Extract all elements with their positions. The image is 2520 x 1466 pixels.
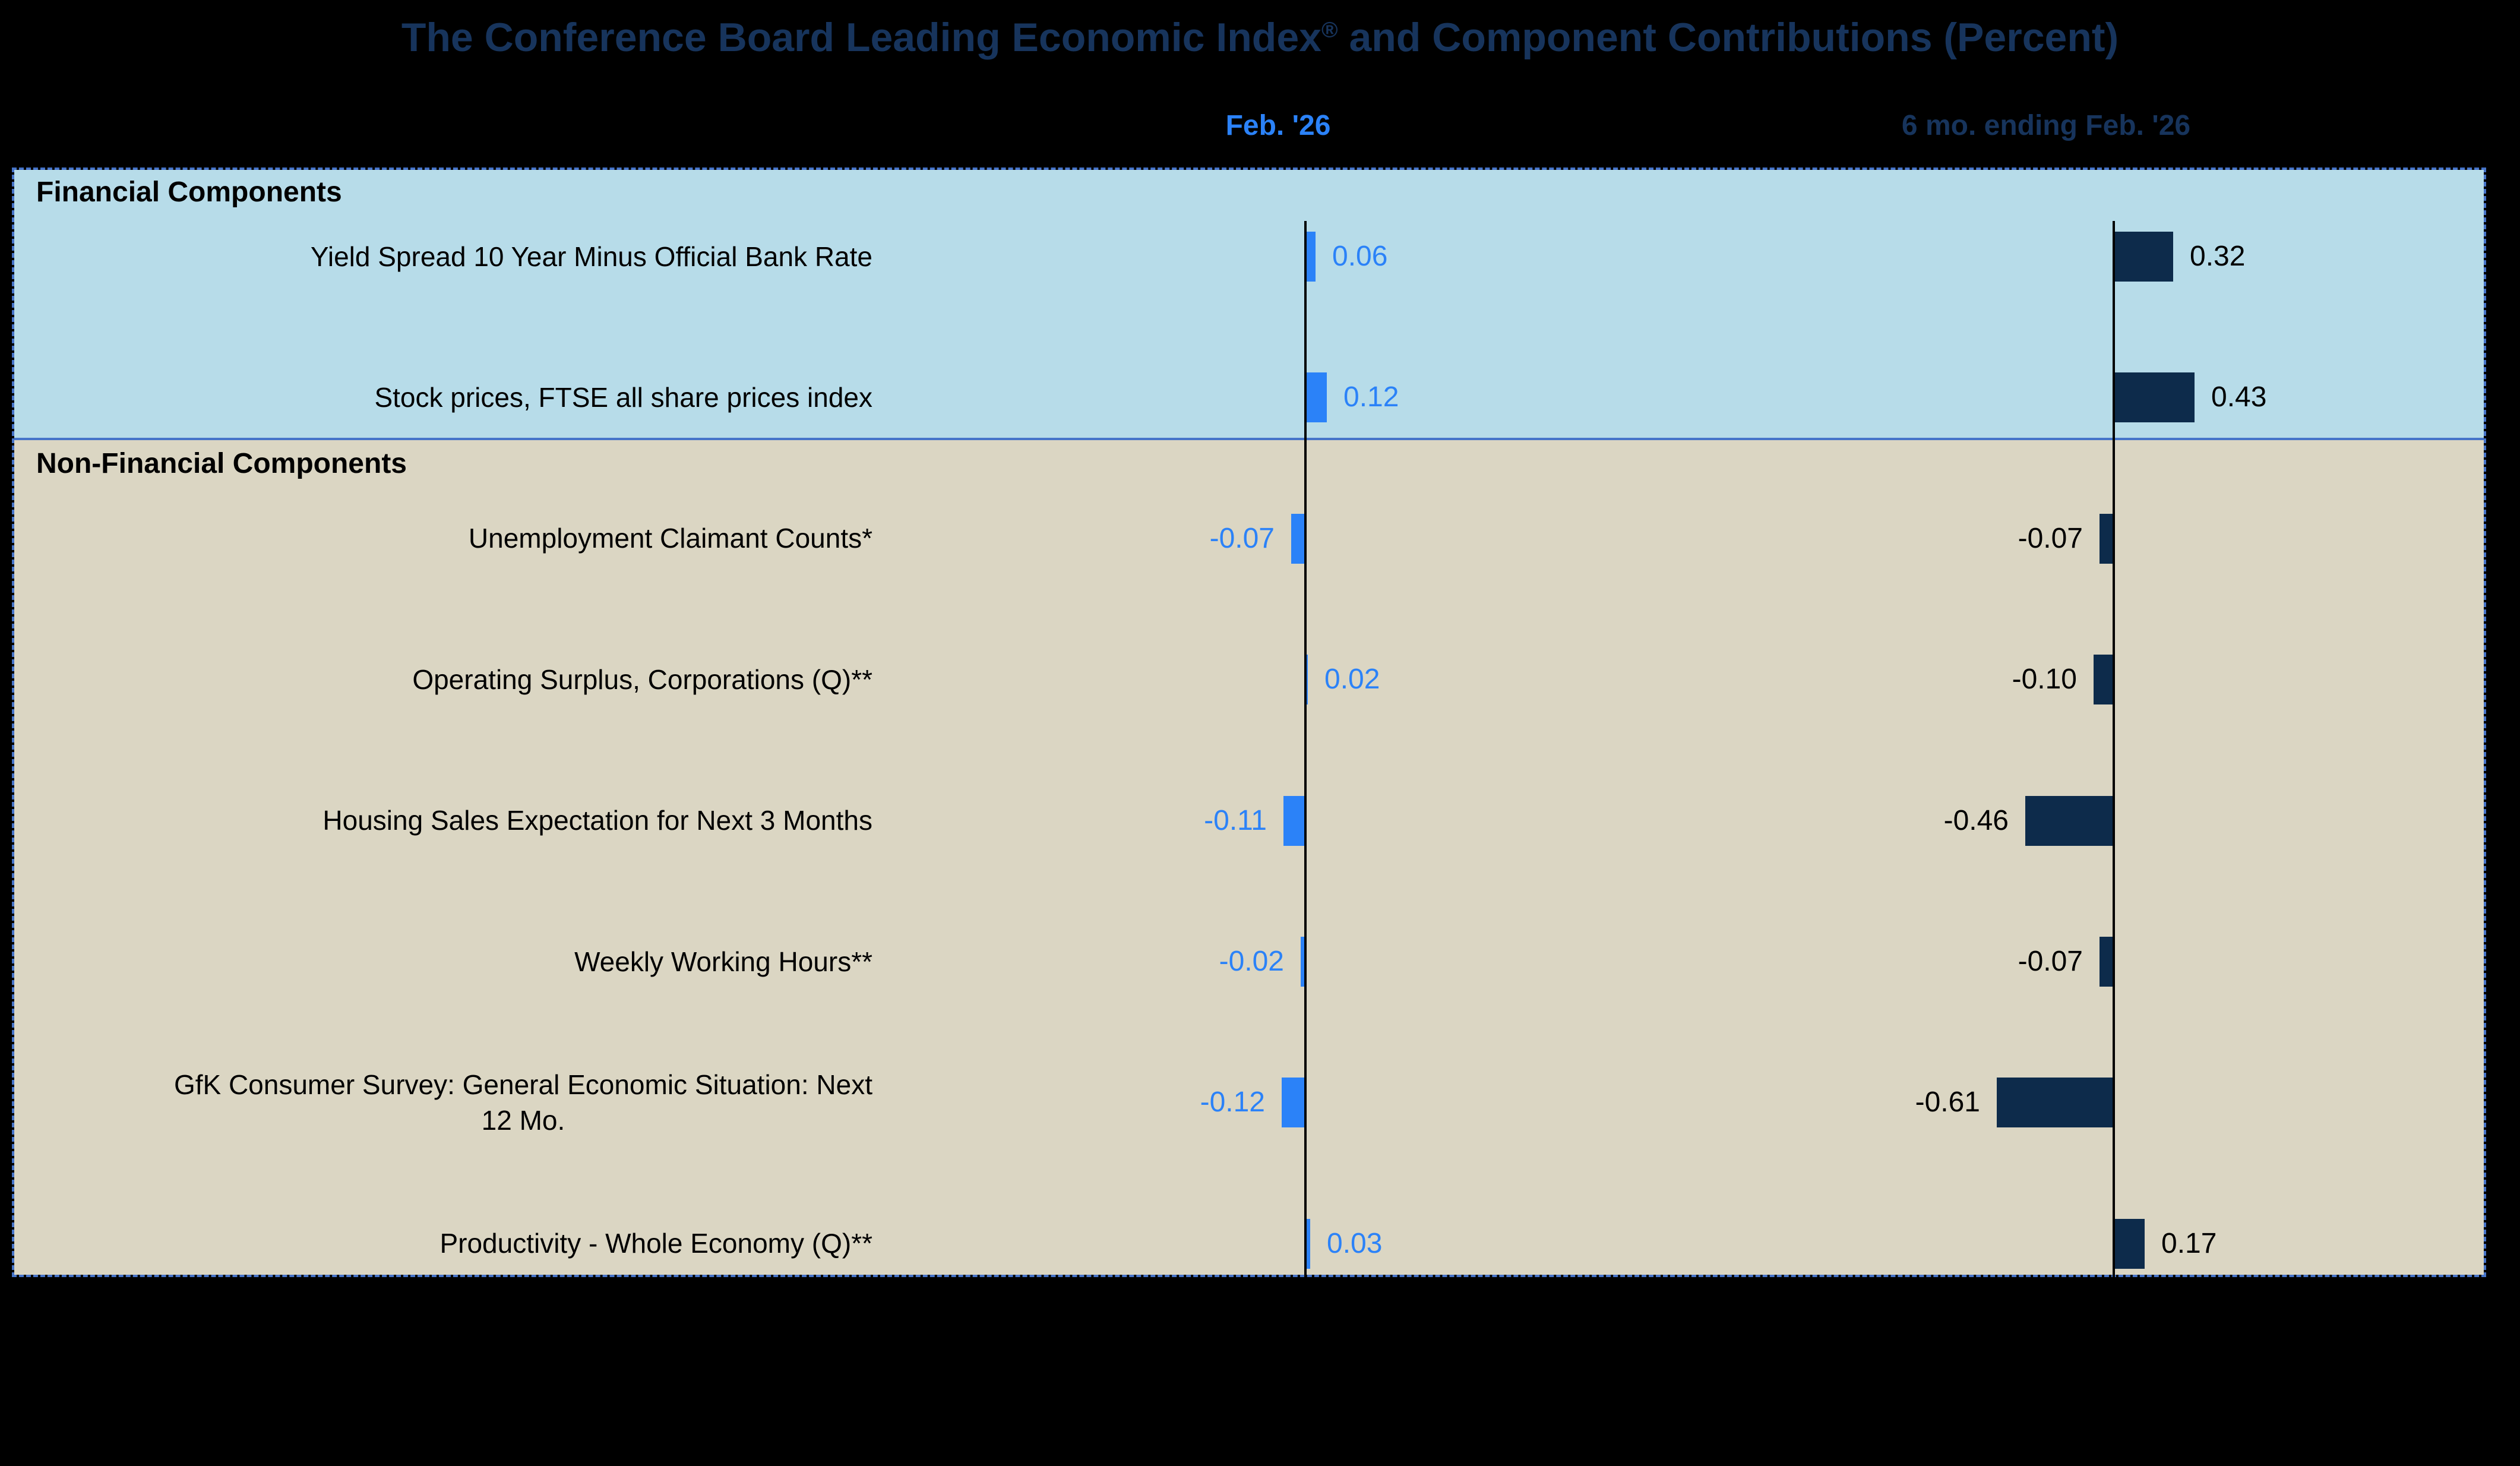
section-financial-components: Financial Components <box>14 170 2484 438</box>
six-mo-value-label-row-2: -0.07 <box>2018 522 2083 554</box>
feb-column-axis-line <box>1304 221 1307 1278</box>
six-mo-value-label-row-1: 0.43 <box>2211 381 2267 413</box>
feb-bar-row-6 <box>1282 1078 1304 1128</box>
feb-value-label-row-7: 0.03 <box>1327 1227 1383 1259</box>
six-mo-value-label-row-0: 0.32 <box>2190 241 2246 272</box>
chart-title-suffix: and Component Contributions (Percent) <box>1338 15 2119 60</box>
six-mo-bar-row-3 <box>2094 655 2113 705</box>
six-mo-bar-row-7 <box>2113 1218 2145 1269</box>
six-mo-bar-row-1 <box>2113 372 2195 423</box>
plot-area: Financial Components Non-Financial Compo… <box>12 168 2486 1278</box>
six-mo-bar-row-4 <box>2025 795 2113 846</box>
feb-bar-row-0 <box>1304 232 1316 282</box>
six-mo-column-axis-line <box>2113 221 2115 1278</box>
feb-bar-row-1 <box>1304 372 1327 423</box>
chart-title: The Conference Board Leading Economic In… <box>0 14 2520 61</box>
section-label-non-financial-components: Non-Financial Components <box>36 448 407 479</box>
feb-value-label-row-1: 0.12 <box>1343 381 1399 413</box>
category-label-row-6: GfK Consumer Survey: General Economic Si… <box>173 1069 872 1136</box>
six-mo-value-label-row-5: -0.07 <box>2018 946 2083 977</box>
feb-value-label-row-5: -0.02 <box>1219 946 1284 977</box>
six-mo-value-label-row-3: -0.10 <box>2012 664 2077 696</box>
category-label-row-5: Weekly Working Hours** <box>574 946 872 977</box>
category-label-row-3: Operating Surplus, Corporations (Q)** <box>412 664 872 695</box>
category-label-row-0: Yield Spread 10 Year Minus Official Bank… <box>310 241 872 272</box>
six-mo-value-label-row-7: 0.17 <box>2161 1227 2217 1259</box>
feb-value-label-row-0: 0.06 <box>1332 241 1388 272</box>
six-mo-bar-row-5 <box>2100 937 2113 987</box>
feb-bar-row-2 <box>1291 513 1304 564</box>
category-label-row-4: Housing Sales Expectation for Next 3 Mon… <box>322 805 872 836</box>
six-mo-bar-row-6 <box>1997 1078 2113 1128</box>
section-label-financial-components: Financial Components <box>36 176 342 208</box>
feb-bar-row-5 <box>1301 937 1304 987</box>
six-mo-value-label-row-4: -0.46 <box>1943 804 2009 836</box>
feb-value-label-row-2: -0.07 <box>1209 522 1275 554</box>
category-label-row-2: Unemployment Claimant Counts* <box>468 523 872 554</box>
feb-bar-row-7 <box>1304 1218 1310 1269</box>
feb-bar-row-4 <box>1283 795 1304 846</box>
six-mo-value-label-row-6: -0.61 <box>1915 1086 1980 1119</box>
column-header-6-mo-ending-feb-26: 6 mo. ending Feb. '26 <box>1901 110 2191 141</box>
six-mo-bar-row-0 <box>2113 232 2173 282</box>
six-mo-bar-row-2 <box>2100 513 2113 564</box>
feb-value-label-row-3: 0.02 <box>1324 664 1380 696</box>
section-non-financial-components: Non-Financial Components <box>14 438 2484 1275</box>
chart-title-main: The Conference Board Leading Economic In… <box>401 15 1321 60</box>
feb-value-label-row-4: -0.11 <box>1204 804 1267 836</box>
registered-trademark-symbol: ® <box>1321 17 1338 42</box>
category-label-row-1: Stock prices, FTSE all share prices inde… <box>374 382 872 413</box>
column-header-feb-26: Feb. '26 <box>1225 110 1331 141</box>
feb-value-label-row-6: -0.12 <box>1200 1086 1265 1119</box>
category-label-row-7: Productivity - Whole Economy (Q)** <box>440 1228 872 1259</box>
